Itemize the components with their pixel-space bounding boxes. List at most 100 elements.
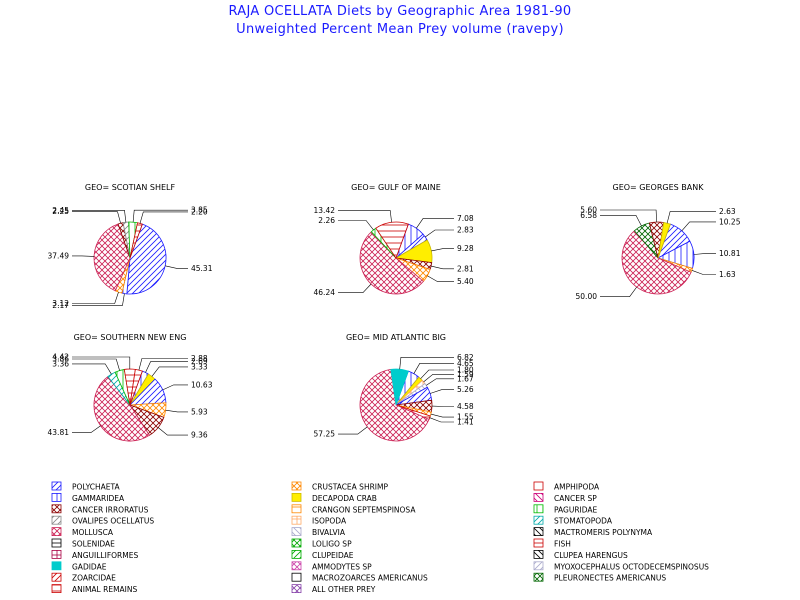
legend-label: CLUPEIDAE: [312, 551, 354, 560]
legend-item: BIVALVIA: [291, 527, 346, 537]
pie-leader-line: [338, 426, 368, 435]
pie-data-label: 1.59: [457, 370, 474, 379]
pie-data-label: 2.26: [318, 216, 335, 225]
legend-item: MACROZOARCES AMERICANUS: [291, 572, 428, 583]
pie-leader-line: [430, 413, 454, 418]
legend-swatch: [533, 561, 544, 571]
legend-swatch: [291, 481, 302, 491]
pie-slice: [359, 231, 424, 295]
pie-data-label: 1.67: [457, 374, 474, 383]
pie-slice: [129, 368, 143, 406]
pie-data-label: 2.81: [457, 264, 474, 273]
pie-data-label: 1.63: [719, 270, 736, 279]
pie-data-label: 6.58: [580, 211, 597, 220]
pie-data-label: 1.80: [457, 365, 474, 374]
pie-data-label: 46.24: [314, 288, 336, 297]
pie-1: GEO= SCOTIAN SHELF 45.31 2.173.12 37.49 2.25…: [48, 183, 213, 310]
legend-label: GADIDAE: [72, 562, 107, 571]
pie-data-label: 45.31: [191, 264, 213, 273]
legend-label: FISH: [554, 540, 571, 549]
pie-data-label: 2.45: [52, 206, 69, 215]
legend-item: POLYCHAETA: [51, 481, 121, 492]
pie-data-label: 2.69: [191, 357, 208, 366]
pie-leader-line: [420, 369, 454, 379]
legend-swatch: [291, 561, 302, 571]
legend-item: CRUSTACEA SHRIMP: [291, 481, 388, 492]
pie-leader-line: [72, 356, 131, 369]
legend-label: MACTROMERIS POLYNYMA: [554, 528, 653, 537]
pie-data-label: 13.42: [314, 206, 336, 215]
legend-swatch: [291, 515, 302, 525]
legend-item: ALL OTHER PREY: [291, 584, 376, 594]
legend-item: SOLENIDAE: [51, 538, 115, 549]
pie-leader-line: [338, 210, 392, 223]
pie-leader-line: [399, 356, 454, 370]
legend-item: MYOXOCEPHALUS OCTODECEMSPINOSUS: [533, 561, 709, 571]
pie-leader-line: [72, 210, 127, 223]
legend-label: CLUPEA HARENGUS: [554, 551, 628, 560]
legend-swatch: [291, 584, 302, 593]
pie-3: GEO= GEORGES BANK 10.25 10.81 1.63 50.00 6.58…: [576, 183, 741, 301]
pie-data-label: 3.85: [191, 206, 208, 215]
pie-leader-line: [691, 270, 716, 275]
pie-leader-line: [139, 211, 188, 224]
pie-data-label: 5.26: [457, 385, 474, 394]
legend-label: GAMMARIDEA: [72, 494, 125, 503]
legend-label: CRUSTACEA SHRIMP: [312, 483, 388, 492]
legend-item: CANCER SP: [533, 492, 597, 503]
pie-leader-line: [431, 265, 454, 270]
legend-swatch: [291, 492, 302, 502]
pie-leader-line: [138, 358, 188, 371]
pie-data-label: 4.58: [457, 402, 474, 411]
legend-swatch: [533, 550, 544, 559]
legend-swatch: [291, 538, 302, 548]
legend-label: ISOPODA: [312, 517, 347, 526]
pie-title: GEO= SOUTHERN NEW ENG: [74, 333, 187, 342]
legend-swatch: [291, 550, 302, 559]
pie-data-label: 4.65: [457, 359, 474, 368]
legend-label: ZOARCIDAE: [72, 574, 116, 583]
legend-label: AMMODYTES SP: [312, 562, 372, 571]
legend-item: MACTROMERIS POLYNYMA: [533, 527, 653, 537]
legend-label: ALL OTHER PREY: [312, 585, 376, 594]
pie-data-label: 2.88: [191, 354, 208, 363]
pie-title: GEO= SCOTIAN SHELF: [85, 183, 176, 192]
pie-data-label: 2.25: [52, 207, 69, 216]
pie-data-label: 4.42: [52, 353, 69, 362]
pie-leader-line: [132, 209, 188, 223]
pie-4: GEO= SOUTHERN NEW ENG 2.693.33 10.63 5.93 9.…: [48, 333, 213, 442]
pie-leader-line: [413, 362, 454, 374]
legend-swatch: [533, 481, 544, 491]
legend-swatch: [291, 527, 302, 536]
pie-leader-line: [430, 389, 454, 394]
legend-item: CLUPEA HARENGUS: [533, 550, 628, 560]
pie-leader-line: [693, 253, 716, 255]
legend-item: ISOPODA: [291, 515, 347, 526]
pie-slice: [129, 222, 143, 259]
legend-label: CANCER IRRORATUS: [72, 505, 149, 514]
pie-leader-line: [681, 221, 716, 232]
pie-leader-line: [72, 292, 119, 304]
legend-item: GADIDAE: [51, 561, 107, 571]
legend-label: PLEURONECTES AMERICANUS: [554, 574, 666, 583]
pie-data-label: 57.25: [314, 430, 336, 439]
pie-data-label: 7.08: [457, 214, 474, 223]
pie-2: GEO= GULF OF MAINE 7.08 2.83 9.28 2.81 5.40 46…: [314, 183, 474, 297]
legend-swatch: [533, 572, 544, 582]
legend-swatch: [533, 538, 544, 548]
pie-leader-line: [600, 209, 657, 223]
legend-swatch: [533, 515, 544, 525]
pie-leader-line: [162, 384, 188, 391]
legend-item: ANGUILLIFORMES: [51, 550, 138, 560]
legend-label: MOLLUSCA: [72, 528, 114, 537]
pie-leader-line: [72, 363, 112, 375]
legend-swatch: [51, 481, 62, 491]
pie-data-label: 5.40: [457, 277, 474, 286]
legend-label: MYOXOCEPHALUS OCTODECEMSPINOSUS: [554, 562, 709, 571]
pie-data-label: 10.81: [719, 249, 741, 258]
pie-data-label: 3.33: [191, 362, 208, 371]
legend-swatch: [51, 550, 62, 559]
legend-item: PLEURONECTES AMERICANUS: [533, 572, 666, 583]
pie-leader-line: [165, 409, 188, 413]
